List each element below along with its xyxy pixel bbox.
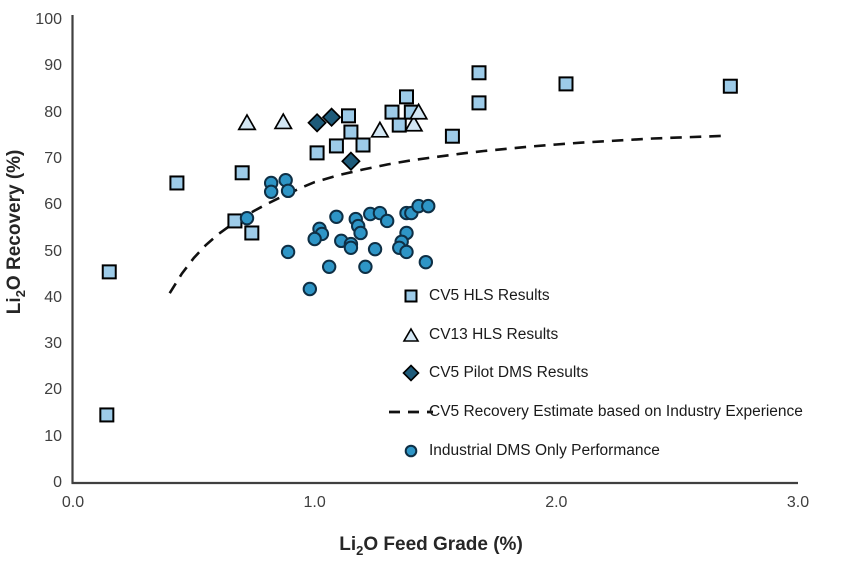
legend-label: CV5 Recovery Estimate based on Industry … [429,403,803,420]
point-cv5-hls-results [99,407,115,423]
x-tick-label: 1.0 [303,494,326,511]
legend-item-cv5-hls: CV5 HLS Results [396,284,550,308]
x-tick-label: 0.0 [61,494,85,511]
legend-label: CV5 HLS Results [429,287,550,304]
point-industrial-dms-only-performance [280,183,296,199]
point-industrial-dms-only-performance [399,244,414,260]
point-cv13-hls-results [237,113,257,131]
point-industrial-dms-only-performance [367,241,383,257]
point-cv5-hls-results [244,225,260,241]
point-industrial-dms-only-performance [358,259,373,274]
point-cv5-hls-results [227,213,243,229]
y-tick-label: 50 [44,242,62,260]
point-cv5-hls-results [471,95,487,111]
point-cv5-hls-results [234,165,250,181]
point-cv5-pilot-dms-results [321,107,342,128]
legend-label: CV5 Pilot DMS Results [429,364,589,381]
y-tick-label: 40 [44,288,62,306]
point-cv5-hls-results [169,175,185,191]
legend-item-estimate-line: CV5 Recovery Estimate based on Industry … [389,400,803,424]
point-cv5-hls-results [399,89,414,105]
legend-square-icon [396,285,426,307]
legend-diamond-icon [396,362,426,384]
point-industrial-dms-only-performance [353,225,368,241]
legend-dashed-line-icon [389,401,433,423]
point-cv5-hls-results [391,117,407,133]
point-cv5-hls-results [341,108,356,124]
point-industrial-dms-only-performance [302,281,318,297]
point-cv13-hls-results [370,120,390,138]
point-cv5-pilot-dms-results [307,112,327,133]
y-tick-label: 10 [44,427,62,445]
point-industrial-dms-only-performance [418,254,434,270]
legend-triangle-icon [396,324,426,346]
point-industrial-dms-only-performance [239,210,255,226]
y-tick-label: 0 [53,474,62,491]
y-tick-label: 100 [35,11,62,28]
point-cv5-hls-results [558,76,574,92]
point-cv5-hls-results [444,128,460,144]
point-cv5-hls-results [101,264,117,280]
x-tick-label: 3.0 [786,494,810,511]
point-cv5-hls-results [328,138,344,154]
point-cv5-hls-results [309,145,325,161]
y-tick-label: 60 [44,196,62,214]
point-industrial-dms-only-performance [421,198,436,214]
point-cv5-pilot-dms-results [341,151,361,172]
point-industrial-dms-only-performance [321,259,337,274]
legend-circle-icon [396,440,426,462]
point-cv5-hls-results [384,104,400,120]
legend-label: CV13 HLS Results [429,326,559,343]
legend-item-cv5-pilot-dms: CV5 Pilot DMS Results [396,361,588,385]
x-tick-label: 2.0 [545,494,568,511]
y-tick-label: 20 [44,381,62,399]
data-points-layer [99,65,738,423]
y-tick-label: 70 [44,149,62,167]
point-cv13-hls-results [408,102,429,120]
point-industrial-dms-only-performance [263,184,279,199]
legend-label: Industrial DMS Only Performance [429,442,660,459]
y-axis-title: Li2O Recovery (%) [4,149,28,315]
y-tick-label: 80 [44,103,62,121]
y-tick-label: 90 [44,57,62,75]
point-industrial-dms-only-performance [307,231,322,247]
point-industrial-dms-only-performance [280,244,296,260]
point-industrial-dms-only-performance [379,213,395,229]
point-cv13-hls-results [273,112,293,130]
x-axis-title: Li2O Feed Grade (%) [339,534,523,558]
point-cv5-hls-results [722,78,738,94]
y-tick-label: 30 [44,335,62,353]
point-cv5-hls-results [343,124,359,140]
point-cv13-hls-results [404,114,424,132]
legend-item-industrial-dms: Industrial DMS Only Performance [396,439,660,463]
point-industrial-dms-only-performance [343,240,359,255]
legend-item-cv13-hls: CV13 HLS Results [396,323,558,347]
point-industrial-dms-only-performance [329,209,344,224]
point-cv5-hls-results [355,137,371,153]
point-cv5-hls-results [471,65,487,81]
